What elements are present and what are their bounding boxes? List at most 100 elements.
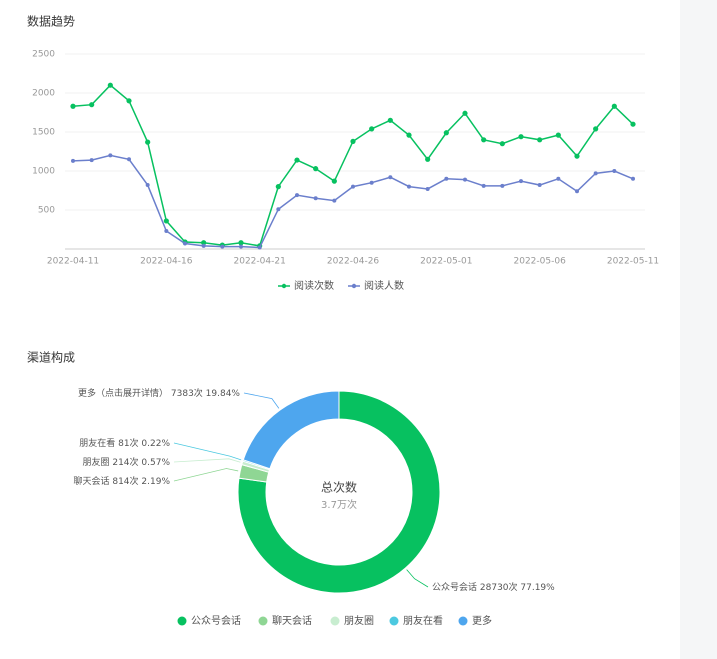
- data-point: [107, 82, 113, 88]
- data-point: [369, 180, 374, 185]
- data-point: [164, 229, 169, 234]
- data-point: [183, 241, 187, 246]
- data-point: [239, 244, 243, 249]
- data-point: [406, 132, 412, 138]
- data-point: [89, 158, 94, 163]
- legend-label: 更多: [472, 614, 492, 627]
- data-point: [612, 169, 617, 173]
- data-point: [71, 158, 75, 163]
- legend-label: 阅读次数: [294, 279, 334, 292]
- y-tick-label: 1500: [32, 128, 55, 138]
- data-point: [630, 121, 636, 127]
- data-point: [369, 126, 375, 132]
- data-point: [631, 176, 635, 181]
- data-point: [387, 117, 393, 123]
- callout-line: [406, 569, 429, 588]
- series-line: [72, 84, 634, 247]
- y-tick-label: 2000: [32, 89, 55, 99]
- data-point: [425, 156, 431, 162]
- callout-line: [173, 458, 241, 463]
- data-point: [145, 183, 150, 188]
- callout-value: 81次 0.22%: [118, 437, 170, 449]
- data-point: [611, 103, 617, 109]
- data-point: [313, 196, 318, 201]
- data-point: [499, 141, 505, 147]
- legend-marker: [458, 616, 468, 626]
- callout-name: 聊天会话: [73, 475, 109, 487]
- data-point: [127, 157, 131, 162]
- data-point: [443, 130, 449, 136]
- data-point: [593, 171, 598, 176]
- legend-marker: [330, 616, 340, 626]
- legend-marker: [351, 283, 357, 289]
- data-point: [201, 240, 207, 246]
- callout-line: [243, 392, 280, 409]
- data-point: [351, 184, 355, 189]
- center-value: 3.7万次: [321, 498, 357, 511]
- data-point: [220, 244, 225, 249]
- data-point: [575, 189, 579, 194]
- data-point: [350, 138, 356, 144]
- side-panel: [680, 0, 717, 659]
- x-tick-label: 2022-05-01: [420, 257, 472, 267]
- data-point: [257, 245, 262, 250]
- data-point: [518, 134, 524, 140]
- data-point: [126, 98, 132, 104]
- data-point: [500, 183, 505, 188]
- callout-line: [173, 468, 239, 482]
- data-point: [295, 193, 299, 198]
- callout-name: 朋友在看: [79, 437, 115, 449]
- data-point: [593, 126, 599, 132]
- data-point: [463, 177, 467, 182]
- charts: 数据趋势 渠道构成 总次数 3.7万次 500 1000 1500 2000 2500 2…: [27, 14, 659, 628]
- data-point: [537, 183, 542, 188]
- data-point: [89, 102, 95, 108]
- data-point: [294, 157, 300, 163]
- x-tick-label: 2022-04-16: [140, 257, 193, 267]
- chart-title: 数据趋势: [27, 14, 75, 29]
- data-point: [275, 184, 281, 190]
- data-point: [481, 183, 486, 188]
- data-point: [407, 184, 411, 189]
- y-tick-label: 1000: [32, 167, 55, 177]
- callout-label: 聊天会话 814次 2.19%: [73, 475, 170, 487]
- chart-title: 渠道构成: [27, 350, 75, 365]
- data-point: [425, 186, 430, 191]
- data-point: [108, 153, 113, 158]
- data-point: [201, 243, 206, 248]
- legend-label: 阅读人数: [364, 279, 404, 292]
- data-point: [537, 137, 543, 143]
- data-point: [145, 139, 151, 145]
- data-point: [388, 175, 393, 180]
- x-tick-label: 2022-04-26: [327, 257, 380, 267]
- x-tick-label: 2022-04-21: [234, 257, 286, 267]
- callout-value: 7383次 19.84%: [171, 387, 241, 399]
- callout-value: 28730次 77.19%: [480, 581, 555, 593]
- data-point: [462, 110, 468, 116]
- donut-slice: [242, 390, 340, 470]
- data-point: [331, 178, 337, 184]
- legend-label: 朋友圈: [344, 614, 374, 627]
- data-point: [163, 218, 169, 224]
- data-point: [574, 153, 580, 159]
- data-point: [313, 166, 319, 172]
- legend-label: 聊天会话: [272, 614, 312, 627]
- series-line: [72, 154, 634, 249]
- callout-line: [173, 442, 242, 461]
- legend-marker: [281, 283, 287, 289]
- callout-label: 公众号会话 28730次 77.19%: [432, 581, 555, 593]
- data-point: [238, 240, 244, 246]
- x-tick-label: 2022-05-06: [514, 257, 567, 267]
- center-label: 总次数: [321, 480, 357, 495]
- y-tick-label: 500: [38, 206, 55, 216]
- callout-name: 公众号会话: [432, 581, 477, 593]
- data-point: [276, 207, 281, 212]
- x-tick-label: 2022-04-11: [47, 257, 99, 267]
- callout-label: 朋友在看 81次 0.22%: [79, 437, 170, 449]
- callout-name: 更多（点击展开详情）: [78, 387, 168, 399]
- data-point: [555, 132, 561, 138]
- callout-label: 朋友圈 214次 0.57%: [82, 456, 170, 468]
- callout-value: 814次 2.19%: [112, 475, 170, 487]
- legend-marker: [177, 616, 187, 626]
